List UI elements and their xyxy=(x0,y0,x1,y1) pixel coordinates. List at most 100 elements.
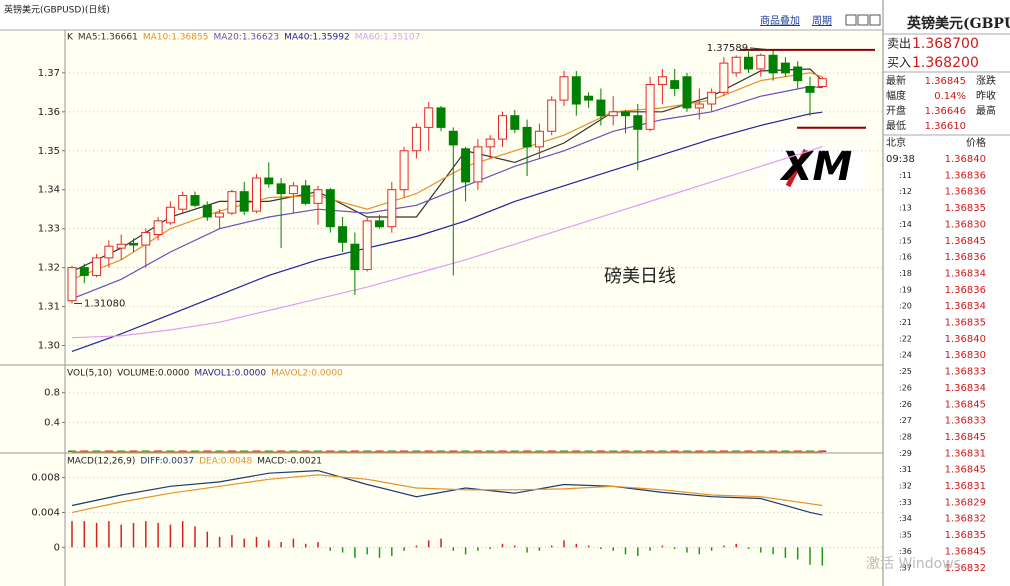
candle xyxy=(485,135,495,159)
indicator-line xyxy=(71,111,823,352)
trade-time: :20 xyxy=(899,302,912,311)
stat-value: 1.36845 xyxy=(925,76,966,87)
candle-body xyxy=(510,115,520,130)
candle-body xyxy=(313,189,323,204)
volume-bar xyxy=(461,450,470,452)
candle-body xyxy=(92,257,102,276)
candle-body xyxy=(411,126,421,152)
trade-time: :35 xyxy=(899,531,912,540)
trade-time: :14 xyxy=(899,220,912,229)
candle xyxy=(768,49,778,81)
candle xyxy=(387,181,397,233)
trade-price: 1.36831 xyxy=(945,448,986,459)
volume-bar xyxy=(584,450,593,452)
y-tick-label: 1.33 xyxy=(38,224,60,235)
trade-time: :36 xyxy=(899,547,912,556)
candle-body xyxy=(547,99,557,132)
candle xyxy=(805,76,815,116)
candle xyxy=(276,178,286,249)
candle xyxy=(756,53,766,77)
candle-body xyxy=(276,183,286,195)
candle-body xyxy=(288,185,298,195)
quote-price: 1.36820 xyxy=(912,55,970,71)
candle-body xyxy=(731,56,741,74)
toolbar-icons[interactable] xyxy=(845,14,881,26)
candle xyxy=(510,109,520,134)
volume-bar xyxy=(707,450,716,452)
y-tick-label: 1.34 xyxy=(38,185,60,196)
candle xyxy=(744,51,753,73)
candle xyxy=(227,189,237,216)
candle-body xyxy=(473,146,483,183)
stat-label: 最新 xyxy=(886,74,906,87)
candle-body xyxy=(215,212,225,218)
trade-time: :13 xyxy=(899,204,912,213)
volume-bar xyxy=(277,450,286,452)
icon[interactable] xyxy=(869,14,881,26)
trade-price: 1.36845 xyxy=(945,546,986,557)
candle xyxy=(301,179,311,206)
candle-body xyxy=(264,177,274,185)
trade-time: :31 xyxy=(899,465,912,474)
candle xyxy=(657,68,667,105)
volume-bar xyxy=(793,450,802,452)
trade-time: :12 xyxy=(899,187,912,196)
candle xyxy=(522,119,532,177)
candle-body xyxy=(621,111,630,117)
trade-price: 1.36832 xyxy=(945,514,986,525)
volume-bar xyxy=(486,450,495,452)
trade-price: 1.36833 xyxy=(945,416,986,427)
trade-time: :29 xyxy=(899,449,912,458)
candle-body xyxy=(608,111,618,117)
trade-price: 1.36835 xyxy=(945,530,986,541)
volume-bar xyxy=(400,450,409,452)
candle-body xyxy=(670,80,680,89)
trade-time: :37 xyxy=(899,563,912,572)
trade-price: 1.36840 xyxy=(945,334,986,345)
logo-text: XM xyxy=(779,144,853,190)
quote-size: 0 xyxy=(970,55,979,71)
trade-price: 1.36836 xyxy=(945,187,986,198)
trade-price: 1.36845 xyxy=(945,432,986,443)
candle-body xyxy=(104,245,114,259)
legend-entry: MACD:-0.0021 xyxy=(257,457,322,467)
candle xyxy=(325,187,335,233)
quote-size: 0 xyxy=(970,36,979,52)
volume-bar xyxy=(572,450,581,452)
trade-price: 1.36836 xyxy=(945,252,986,263)
quote-price: 1.36870 xyxy=(912,36,970,52)
link[interactable]: 商品叠加 xyxy=(760,14,800,27)
y-tick-label: 0.004 xyxy=(31,507,60,518)
volume-bar xyxy=(191,450,199,452)
volume-bar xyxy=(510,450,519,452)
candle xyxy=(670,68,680,97)
volume-bar xyxy=(154,450,163,452)
volume-bar xyxy=(547,450,556,452)
candle xyxy=(411,123,421,159)
trade-time: :26 xyxy=(899,400,912,409)
candle-body xyxy=(461,148,471,183)
link[interactable]: 周期 xyxy=(812,15,832,27)
candle xyxy=(498,111,507,147)
trade-price: 1.36834 xyxy=(945,268,986,279)
legend-entry: MA60:1.35107 xyxy=(355,33,421,43)
candle-body xyxy=(424,107,434,128)
trade-time: :25 xyxy=(899,367,912,376)
candle-body xyxy=(571,76,581,105)
candle xyxy=(584,92,594,108)
volume-bar xyxy=(264,450,273,452)
icon[interactable] xyxy=(857,14,869,26)
icon[interactable] xyxy=(845,14,857,26)
annotation-arrow xyxy=(750,47,772,51)
trade-time: :21 xyxy=(899,318,912,327)
candle xyxy=(424,102,434,151)
indicator-line xyxy=(71,474,823,513)
trade-price: 1.36829 xyxy=(945,497,986,508)
candle-body xyxy=(129,242,138,246)
candle xyxy=(534,123,544,159)
y-tick-label: 1.30 xyxy=(38,341,60,352)
candle xyxy=(719,57,729,97)
volume-bar xyxy=(633,450,642,452)
volume-bar xyxy=(769,450,778,452)
